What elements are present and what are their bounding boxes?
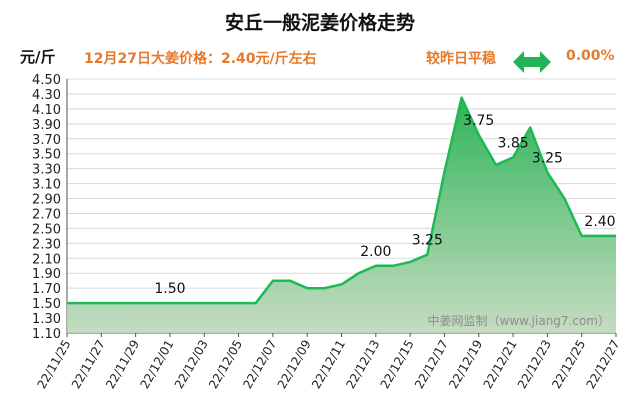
x-tick-label: 22/12/05	[206, 338, 245, 392]
y-tick-label: 3.90	[32, 118, 61, 133]
chart-title: 安丘一般泥姜价格走势	[224, 12, 415, 34]
y-tick-label: 4.10	[32, 103, 61, 118]
change-value: 0.00%	[566, 48, 615, 64]
x-tick-label: 22/11/27	[69, 338, 108, 392]
y-tick-label: 3.30	[32, 163, 61, 178]
price-summary: 12月27日大姜价格：2.40元/斤左右	[84, 51, 317, 67]
y-tick-label: 2.10	[32, 252, 61, 267]
data-label: 2.40	[584, 214, 615, 230]
data-label: 1.50	[154, 281, 185, 297]
y-axis: 1.101.301.501.701.902.102.302.502.702.90…	[32, 73, 68, 342]
x-tick-label: 22/12/19	[446, 338, 485, 392]
x-tick-label: 22/12/01	[137, 338, 176, 392]
data-labels: 1.502.003.253.753.853.252.40	[154, 113, 615, 297]
y-tick-label: 1.30	[32, 312, 61, 327]
y-tick-label: 3.70	[32, 133, 61, 148]
x-tick-label: 22/12/27	[584, 338, 623, 392]
x-tick-label: 22/12/15	[378, 338, 417, 392]
x-tick-label: 22/12/25	[549, 338, 588, 392]
price-line	[67, 96, 616, 305]
data-label: 3.85	[497, 135, 528, 151]
y-tick-label: 3.10	[32, 178, 61, 193]
data-label: 3.25	[532, 150, 563, 166]
x-tick-label: 22/12/23	[515, 338, 554, 392]
x-tick-label: 22/11/25	[35, 338, 74, 392]
y-tick-label: 2.30	[32, 237, 61, 252]
x-tick-label: 22/11/29	[103, 338, 142, 392]
y-tick-label: 1.70	[32, 282, 61, 297]
y-tick-label: 1.50	[32, 297, 61, 312]
y-tick-label: 3.50	[32, 148, 61, 163]
y-tick-label: 2.90	[32, 193, 61, 208]
data-label: 3.25	[412, 233, 443, 249]
y-tick-label: 2.50	[32, 222, 61, 237]
unit-label: 元/斤	[20, 48, 56, 66]
x-tick-label: 22/12/21	[481, 338, 520, 392]
x-tick-label: 22/12/11	[309, 338, 348, 392]
data-label: 2.00	[360, 244, 391, 260]
x-axis: 22/11/2522/11/2722/11/2922/12/0122/12/03…	[35, 332, 623, 392]
y-tick-label: 4.30	[32, 88, 61, 103]
price-area	[67, 97, 616, 333]
y-tick-label: 2.70	[32, 207, 61, 222]
compare-label: 较昨日平稳	[426, 51, 496, 67]
data-label: 3.75	[463, 113, 494, 129]
y-tick-label: 1.10	[32, 327, 61, 342]
x-tick-label: 22/12/13	[343, 338, 382, 392]
x-tick-label: 22/12/03	[172, 338, 211, 392]
watermark: 中姜网监制（www.jiang7.com）	[428, 313, 610, 328]
x-tick-label: 22/12/17	[412, 338, 451, 392]
y-tick-label: 1.90	[32, 267, 61, 282]
left-right-arrow-icon	[513, 51, 551, 73]
x-tick-label: 22/12/07	[240, 338, 279, 392]
x-tick-label: 22/12/09	[275, 338, 314, 392]
y-tick-label: 4.50	[32, 73, 61, 88]
